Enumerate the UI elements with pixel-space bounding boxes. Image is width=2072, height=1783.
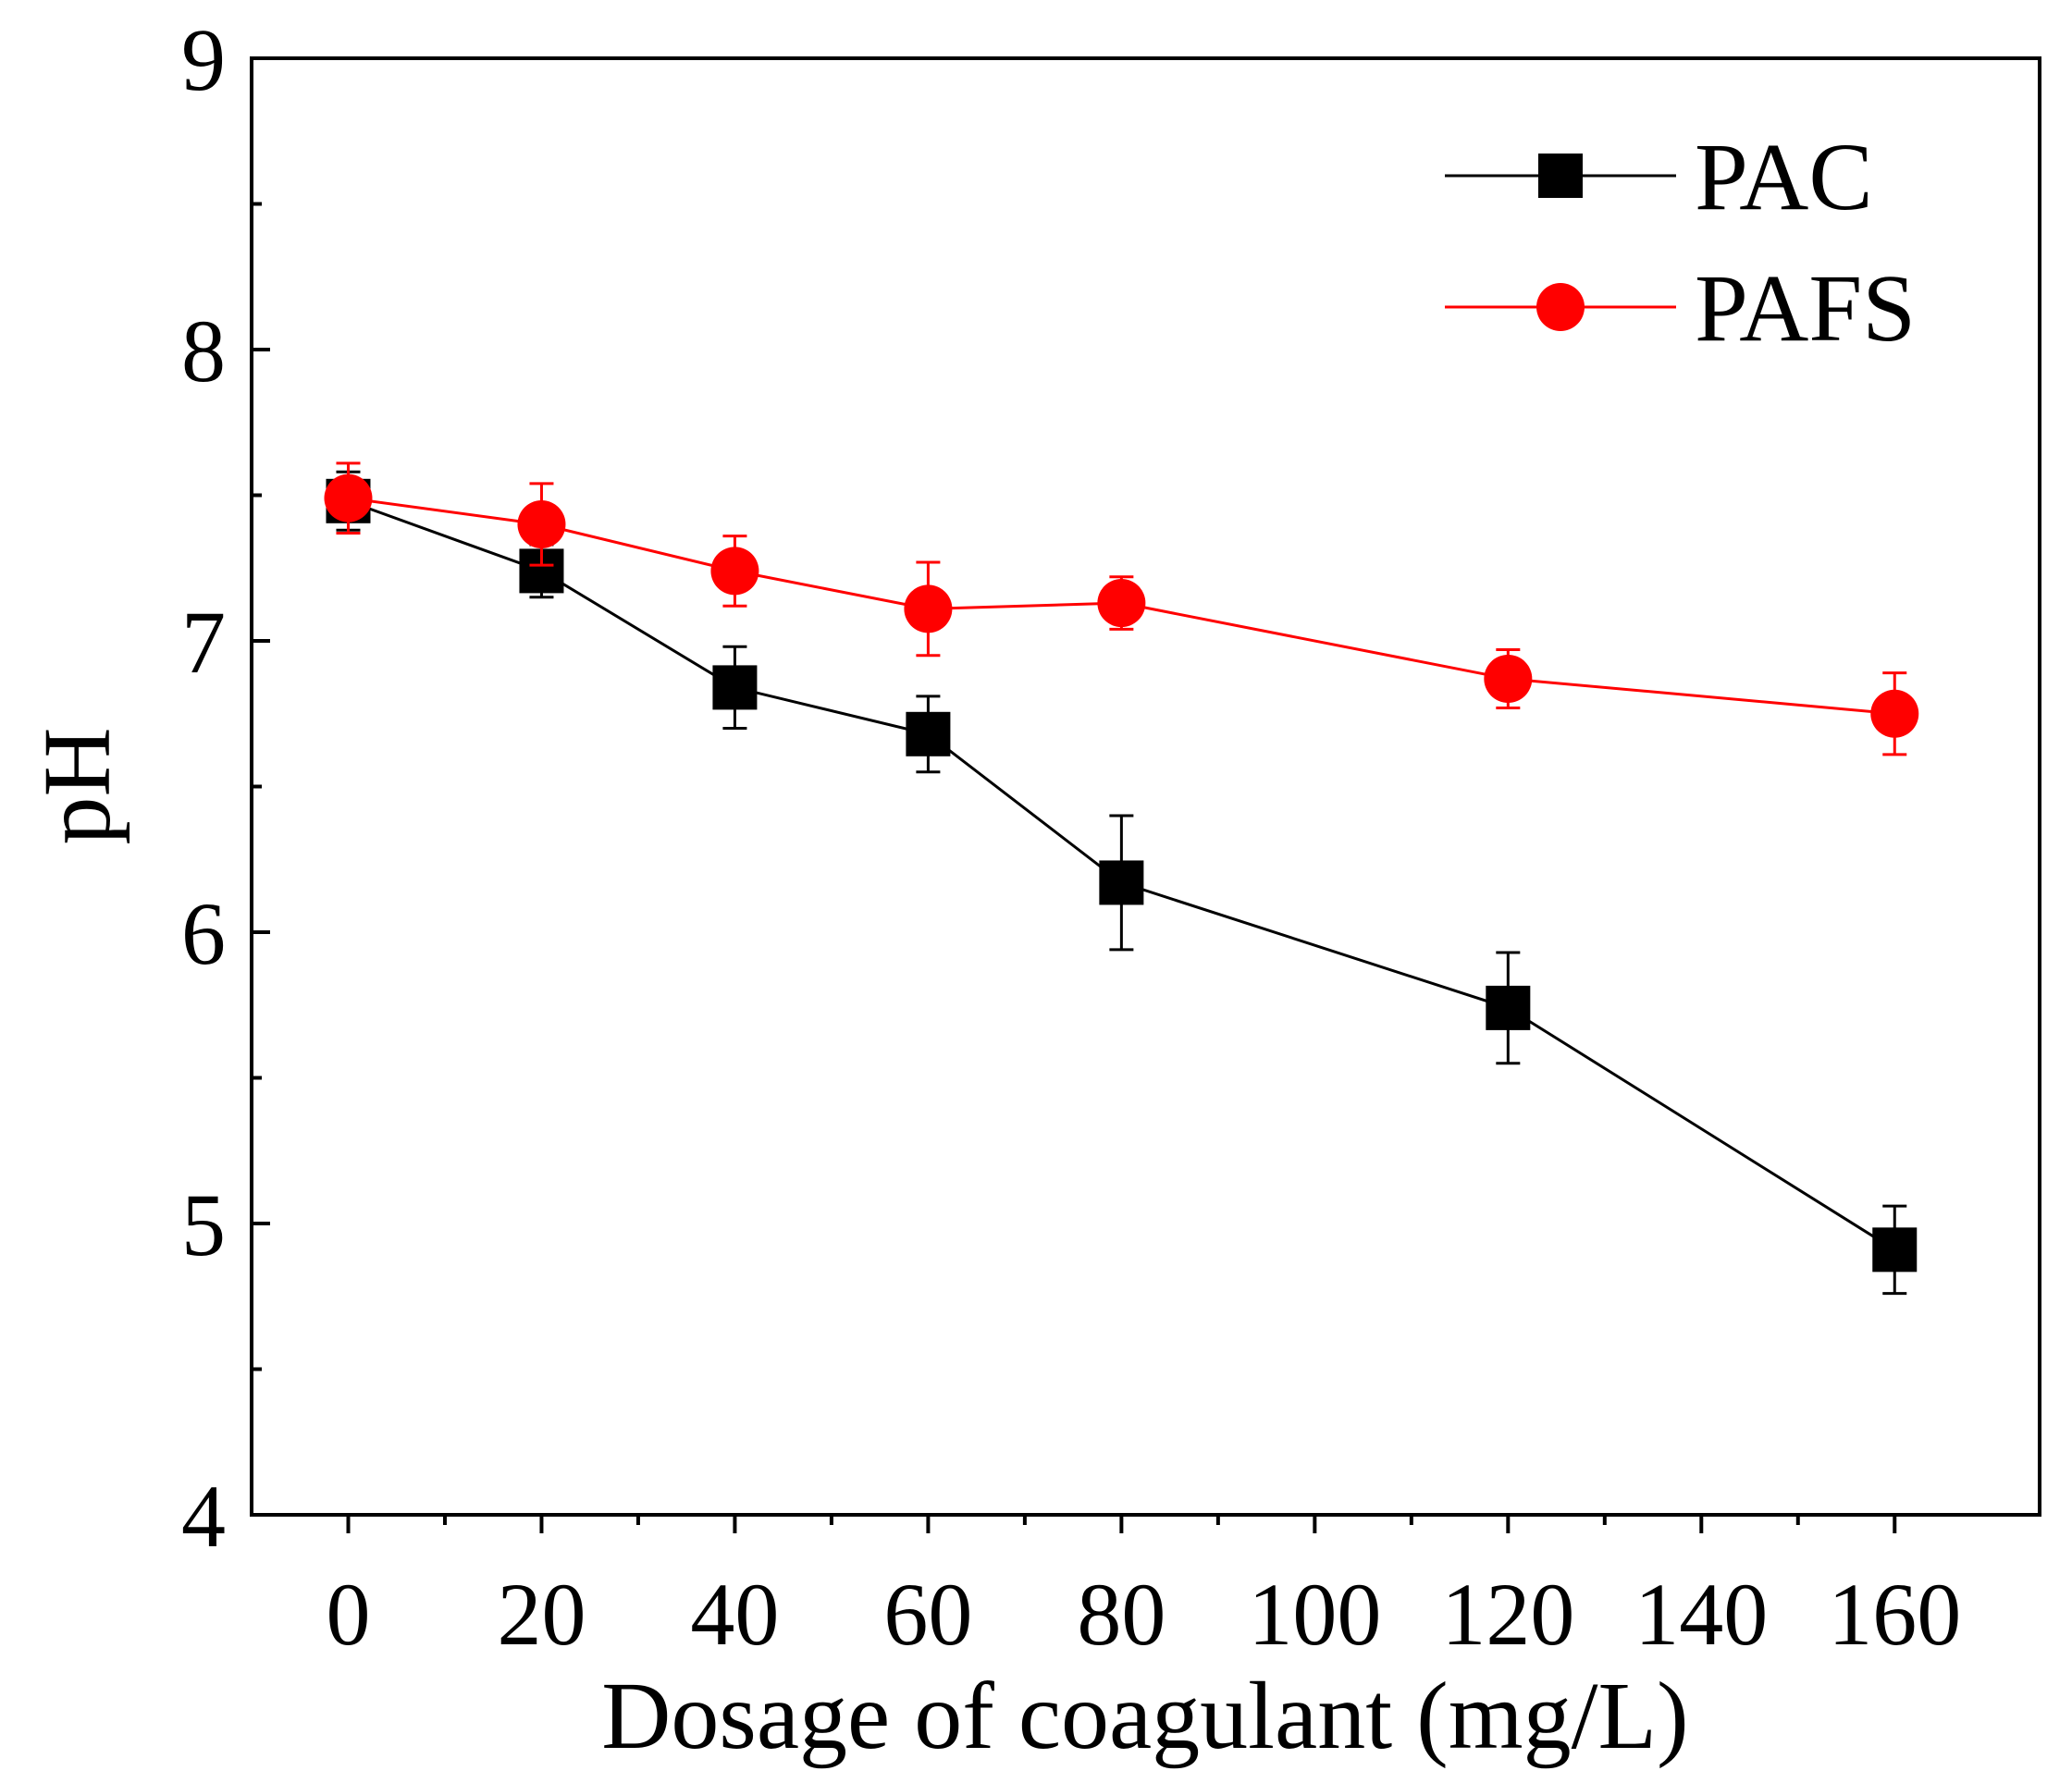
x-tick-label: 60 (883, 1565, 972, 1664)
x-tick-label: 40 (690, 1565, 779, 1664)
data-point (904, 584, 953, 633)
x-tick-label: 80 (1077, 1565, 1166, 1664)
series-pafs (324, 461, 1919, 756)
data-point (1870, 689, 1919, 738)
data-point (1097, 579, 1146, 628)
y-tick-label: 6 (181, 884, 226, 983)
data-point (710, 547, 759, 596)
x-tick-label: 160 (1828, 1565, 1961, 1664)
data-point (1099, 860, 1144, 905)
legend-label-pafs: PAFS (1695, 255, 1916, 362)
x-tick-label: 120 (1441, 1565, 1574, 1664)
data-point (1486, 985, 1531, 1030)
data-point (517, 500, 566, 548)
x-axis: 0 20 40 60 80 100 120 140 160 (326, 1515, 1961, 1664)
x-axis-title: Dosage of coagulant (mg/L) (601, 1663, 1688, 1769)
x-tick-label: 100 (1248, 1565, 1381, 1664)
y-tick-label: 4 (181, 1467, 226, 1566)
y-tick-label: 9 (181, 10, 226, 109)
legend-marker-pac (1538, 154, 1583, 198)
y-tick-label: 5 (181, 1175, 226, 1274)
legend: PAC PAFS (1445, 124, 1916, 362)
legend-marker-pafs (1536, 283, 1585, 331)
y-axis-title: pH (24, 727, 130, 844)
y-tick-label: 7 (181, 593, 226, 692)
y-tick-label: 8 (181, 301, 226, 400)
series-pac (326, 470, 1918, 1296)
data-point (1484, 654, 1533, 703)
x-tick-label: 140 (1634, 1565, 1768, 1664)
x-tick-label: 20 (497, 1565, 586, 1664)
legend-label-pac: PAC (1695, 124, 1873, 230)
x-tick-label: 0 (326, 1565, 370, 1664)
y-axis: 4 5 6 7 8 9 (181, 10, 270, 1566)
data-point (906, 711, 951, 756)
series-layer (324, 461, 1919, 1296)
data-point (712, 665, 758, 710)
data-point (324, 473, 373, 523)
data-point (1872, 1227, 1918, 1273)
